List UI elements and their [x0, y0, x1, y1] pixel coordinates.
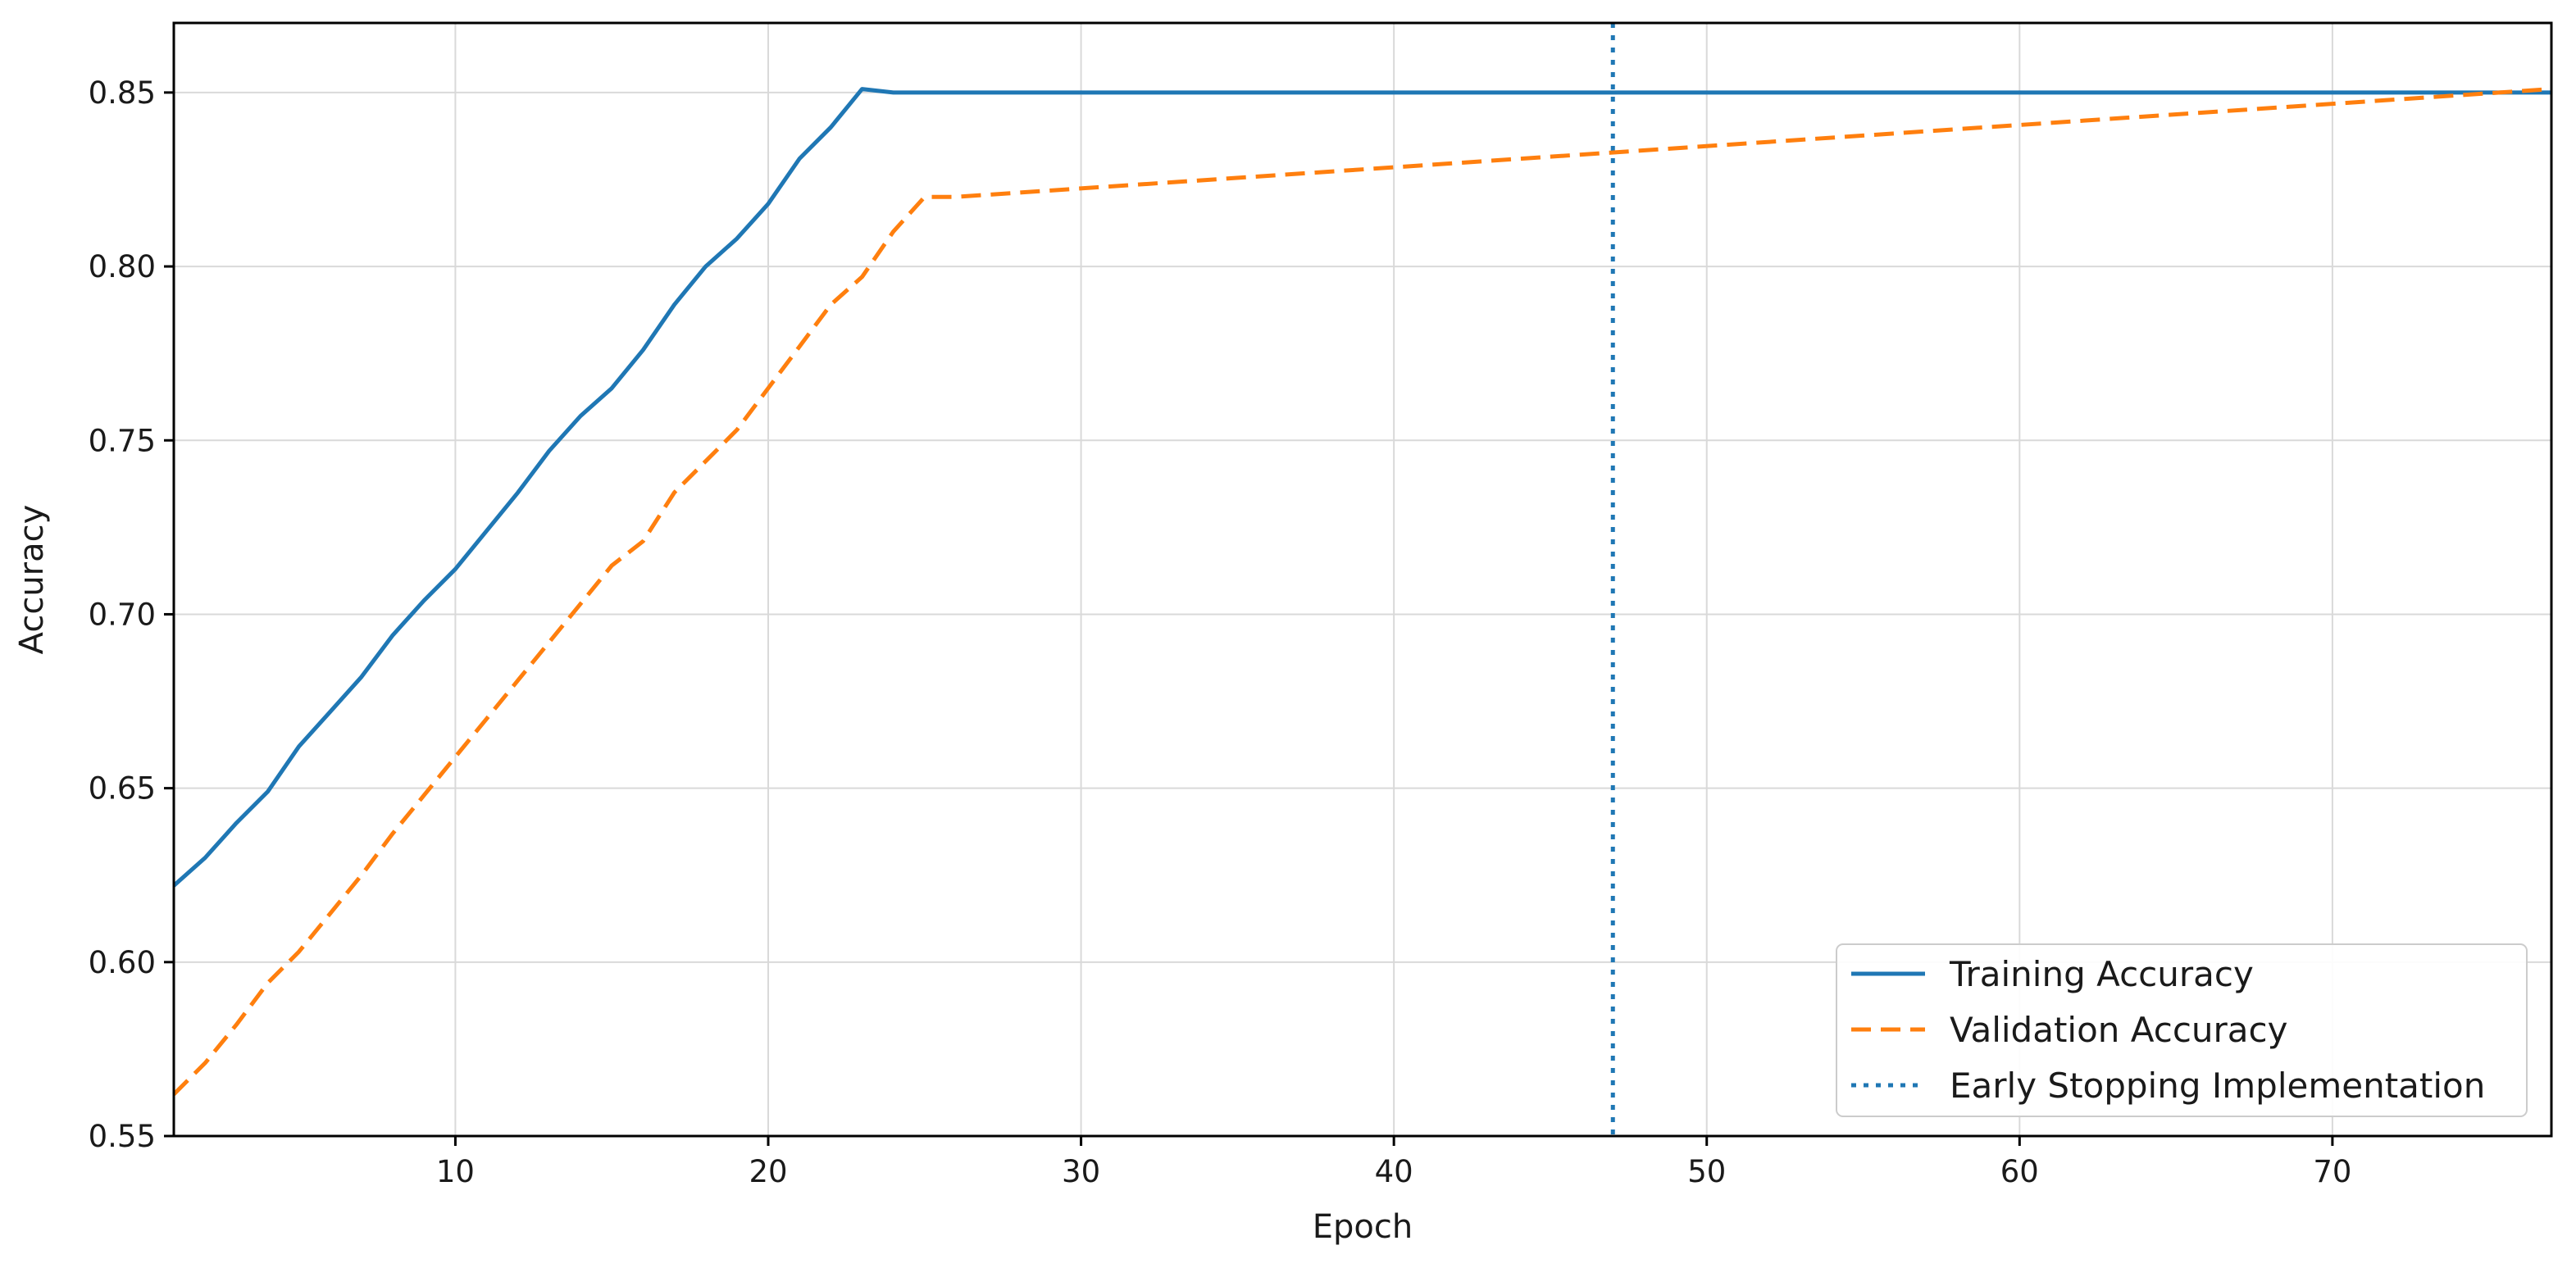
x-axis-label: Epoch — [1313, 1208, 1413, 1246]
y-axis-label: Accuracy — [13, 505, 51, 655]
legend-label-training: Training Accuracy — [1949, 954, 2254, 994]
legend-box — [1836, 943, 2528, 1117]
y-axis-ticks: 0.55 0.60 0.65 0.70 0.75 0.80 0.85 — [89, 75, 174, 1154]
x-tick-label: 20 — [749, 1154, 787, 1189]
x-tick-label: 70 — [2313, 1154, 2351, 1189]
y-tick-label: 0.60 — [89, 945, 156, 980]
x-tick-label: 40 — [1375, 1154, 1413, 1189]
y-tick-label: 0.55 — [89, 1119, 156, 1154]
x-axis-ticks: 10 20 30 40 50 60 70 — [436, 1136, 2351, 1189]
x-tick-label: 10 — [436, 1154, 475, 1189]
x-tick-label: 60 — [2000, 1154, 2039, 1189]
plot-area — [172, 23, 2552, 1136]
legend-label-validation: Validation Accuracy — [1950, 1010, 2288, 1050]
validation-accuracy-line — [172, 87, 2552, 1096]
training-accuracy-line — [172, 87, 2551, 888]
y-tick-label: 0.70 — [89, 597, 156, 632]
plot-frame — [172, 21, 2553, 1138]
y-tick-label: 0.85 — [89, 75, 156, 111]
y-tick-label: 0.75 — [89, 423, 156, 458]
legend-label-early-stopping: Early Stopping Implementation — [1950, 1066, 2485, 1106]
y-tick-label: 0.65 — [89, 771, 156, 807]
x-tick-label: 30 — [1062, 1154, 1100, 1189]
legend: Training Accuracy Validation Accuracy Ea… — [1836, 943, 2528, 1117]
x-tick-label: 50 — [1687, 1154, 1726, 1189]
y-tick-label: 0.80 — [89, 249, 156, 284]
